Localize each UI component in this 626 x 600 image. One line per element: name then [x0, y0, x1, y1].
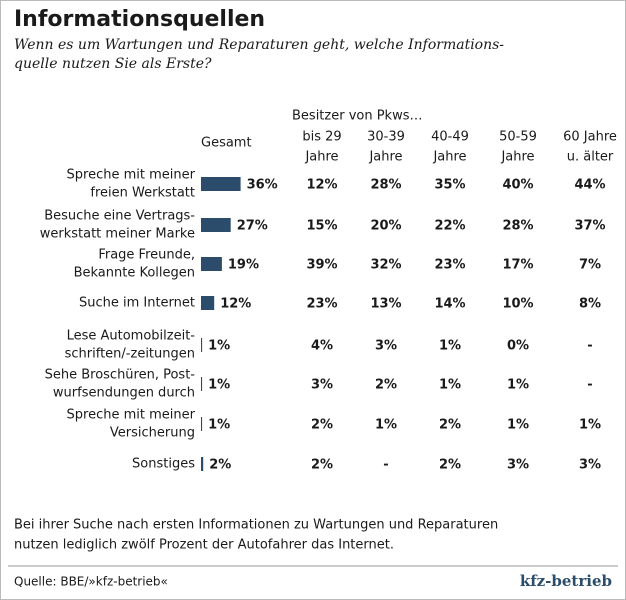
table-cell: 2% [375, 378, 397, 393]
table-cell: 13% [370, 297, 401, 312]
table-cell: 28% [502, 219, 533, 234]
table-cell: 7% [579, 258, 601, 273]
subtitle: quelle nutzen Sie als Erste? [14, 56, 212, 72]
table-cell: 8% [579, 297, 601, 312]
column-header: u. älter [567, 150, 614, 165]
column-header: Jahre [304, 150, 338, 165]
value-label: 36% [247, 178, 278, 193]
table-cell: 12% [306, 178, 337, 193]
category-label: Suche im Internet [79, 296, 195, 311]
category-label: Lese Automobilzeit- [67, 329, 196, 344]
table-cell: 35% [434, 178, 465, 193]
bar [201, 377, 203, 391]
column-header: Jahre [500, 150, 534, 165]
column-header: Jahre [432, 150, 466, 165]
source: Quelle: BBE/»kfz-betrieb« [14, 575, 168, 589]
table-cell: 23% [306, 297, 337, 312]
table-cell: 1% [439, 339, 461, 354]
value-label: 12% [220, 297, 251, 312]
table-cell: 32% [370, 258, 401, 273]
table-cell: 10% [502, 297, 533, 312]
table-cell: 2% [439, 418, 461, 433]
table-cell: 3% [579, 458, 601, 473]
value-label: 1% [208, 378, 230, 393]
table-cell: 15% [306, 219, 337, 234]
column-header: 30-39 [367, 130, 405, 145]
value-label: 1% [208, 418, 230, 433]
category-label: Versicherung [110, 426, 195, 441]
value-label: 27% [237, 219, 268, 234]
value-label: 2% [209, 458, 231, 473]
table-cell: 22% [434, 219, 465, 234]
table-cell: 37% [574, 219, 605, 234]
bar [201, 257, 222, 271]
table-cell: 3% [375, 339, 397, 354]
table-cell: 0% [507, 339, 529, 354]
column-header: 40-49 [431, 130, 469, 145]
category-label: Frage Freunde, [98, 248, 195, 263]
table-cell: 23% [434, 258, 465, 273]
footnote: Bei ihrer Suche nach ersten Informatione… [14, 518, 498, 533]
column-header: bis 29 [302, 130, 341, 145]
category-label: schriften/-zeitungen [65, 347, 195, 362]
category-label: wurfsendungen durch [53, 386, 195, 401]
column-header: 60 Jahre [563, 130, 617, 145]
table-cell: 17% [502, 258, 533, 273]
bar [201, 417, 203, 431]
table-cell: 44% [574, 178, 605, 193]
column-header: 50-59 [499, 130, 537, 145]
table-cell: 3% [311, 378, 333, 393]
table-cell: 1% [439, 378, 461, 393]
table-cell: 2% [311, 458, 333, 473]
bar [201, 338, 203, 352]
value-label: 1% [208, 339, 230, 354]
table-cell: 28% [370, 178, 401, 193]
table-cell: 4% [311, 339, 333, 354]
table-cell: 14% [434, 297, 465, 312]
table-cell: 3% [507, 458, 529, 473]
table-cell: 1% [579, 418, 601, 433]
table-cell: - [383, 458, 388, 473]
footnote: nutzen lediglich zwölf Prozent der Autof… [14, 538, 394, 553]
subtitle: Wenn es um Wartungen und Reparaturen geh… [14, 37, 504, 53]
value-header: Gesamt [201, 136, 252, 151]
category-label: werkstatt meiner Marke [40, 227, 195, 242]
table-cell: 39% [306, 258, 337, 273]
bar [201, 218, 231, 232]
table-cell: 1% [507, 418, 529, 433]
category-label: Sehe Broschüren, Post- [45, 368, 196, 383]
column-header: Jahre [368, 150, 402, 165]
table-cell: 1% [507, 378, 529, 393]
table-cell: 2% [439, 458, 461, 473]
table-cell: - [587, 339, 592, 354]
category-label: Spreche mit meiner [67, 408, 196, 423]
group-header: Besitzer von Pkws… [292, 109, 423, 124]
chart-title: Informationsquellen [14, 7, 265, 32]
table-cell: - [587, 378, 592, 393]
table-cell: 1% [375, 418, 397, 433]
category-label: freien Werkstatt [90, 186, 195, 201]
category-label: Bekannte Kollegen [74, 266, 195, 281]
category-label: Spreche mit meiner [67, 168, 196, 183]
table-cell: 40% [502, 178, 533, 193]
category-label: Besuche eine Vertrags- [44, 209, 195, 224]
bar [201, 457, 204, 471]
bar [201, 296, 215, 310]
logo: kfz-betrieb [520, 572, 612, 590]
bar [201, 177, 241, 191]
category-label: Sonstiges [132, 457, 195, 472]
table-cell: 2% [311, 418, 333, 433]
value-label: 19% [228, 258, 259, 273]
table-cell: 20% [370, 219, 401, 234]
